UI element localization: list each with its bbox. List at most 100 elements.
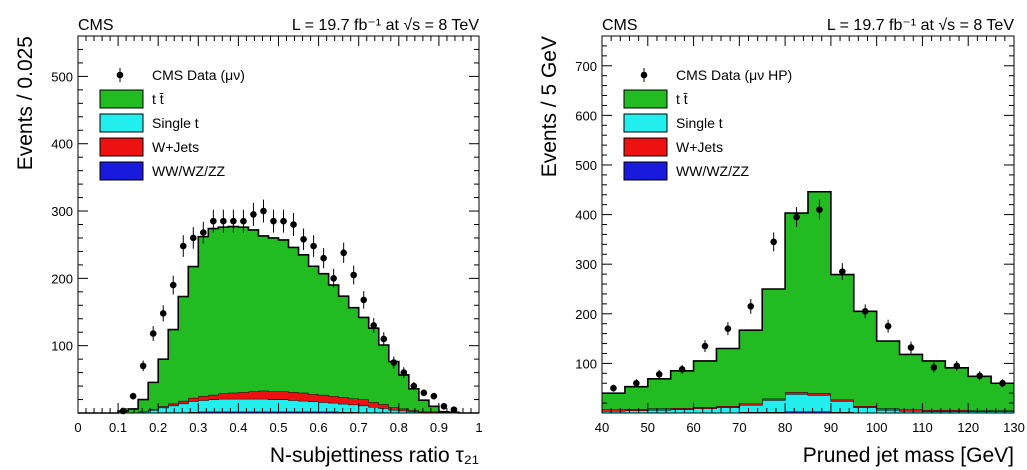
x-tick-label: 1 bbox=[475, 420, 482, 435]
data-point bbox=[907, 344, 915, 351]
y-tick-label: 300 bbox=[51, 204, 73, 219]
stack-outline bbox=[602, 190, 1014, 394]
legend-label: W+Jets bbox=[152, 139, 199, 155]
data-point bbox=[350, 271, 357, 279]
data-point bbox=[149, 330, 157, 337]
legend-label: Single t bbox=[152, 115, 199, 131]
stack-w-jets bbox=[148, 390, 439, 413]
x-tick-label: 0.8 bbox=[390, 420, 408, 435]
data-point bbox=[210, 217, 217, 225]
chart-panel-1: 0 0.1 0.2 0.3 0.4 0.5 0.6 0.7 0.8 0.9 1 100 200 300 40… bbox=[14, 17, 483, 467]
legend-label: Single t bbox=[676, 115, 723, 131]
data-point bbox=[179, 242, 187, 250]
cms-label: CMS bbox=[78, 17, 114, 34]
legend-swatch bbox=[99, 113, 144, 133]
data-point bbox=[360, 296, 368, 304]
luminosity-label: L = 19.7 fb⁻¹ at √s = 8 TeV bbox=[827, 17, 1014, 34]
data-point bbox=[300, 236, 307, 243]
data-point bbox=[340, 249, 347, 257]
legend-label: CMS Data (μν) bbox=[152, 67, 245, 83]
x-tick-label: 100 bbox=[866, 420, 888, 435]
stack-outline bbox=[78, 225, 479, 414]
data-point bbox=[220, 217, 227, 225]
data-point bbox=[200, 229, 207, 236]
data-point bbox=[320, 254, 327, 262]
legend-swatch bbox=[623, 89, 668, 109]
luminosity-label: L = 19.7 fb⁻¹ at √s = 8 TeV bbox=[292, 17, 479, 34]
legend-label: WW/WZ/ZZ bbox=[152, 163, 226, 179]
data-point bbox=[930, 364, 938, 371]
data-point bbox=[430, 392, 438, 400]
x-tick-label: 0.4 bbox=[229, 420, 247, 435]
stack-w-jets bbox=[602, 392, 1014, 412]
x-tick-label: 60 bbox=[686, 420, 700, 435]
data-point bbox=[129, 392, 137, 400]
y-tick-label: 300 bbox=[575, 257, 597, 272]
data-point bbox=[999, 379, 1006, 387]
legend-label: t t̄ bbox=[676, 91, 688, 107]
x-axis-title: N-subjettiness ratio τ₂₁ bbox=[270, 444, 479, 467]
data-point bbox=[169, 281, 177, 289]
data-point bbox=[390, 359, 398, 366]
legend-label: WW/WZ/ZZ bbox=[676, 163, 750, 179]
data-point bbox=[839, 268, 846, 275]
data-point bbox=[816, 206, 823, 213]
legend-marker bbox=[640, 71, 648, 79]
legend-label: CMS Data (μν HP) bbox=[676, 67, 792, 83]
data-point bbox=[240, 217, 247, 225]
y-tick-label: 100 bbox=[575, 356, 597, 371]
data-point bbox=[250, 211, 257, 218]
stack-single-t bbox=[602, 394, 1014, 413]
chart-panel-2: 40 50 60 70 80 90 100 110 120 130 100 200 300 400 500 6… bbox=[538, 17, 1025, 467]
data-point bbox=[270, 217, 277, 225]
x-tick-label: 120 bbox=[957, 420, 979, 435]
x-tick-label: 110 bbox=[912, 420, 933, 435]
data-point bbox=[330, 275, 337, 282]
data-point bbox=[678, 366, 686, 373]
legend-label: t t̄ bbox=[152, 91, 164, 107]
data-point bbox=[747, 303, 755, 310]
x-tick-label: 0.7 bbox=[350, 420, 368, 435]
data-point bbox=[400, 369, 408, 376]
data-point bbox=[450, 406, 458, 413]
x-tick-label: 0.3 bbox=[189, 420, 207, 435]
legend-swatch bbox=[623, 113, 668, 133]
legend-swatch bbox=[99, 161, 144, 181]
legend-swatch bbox=[99, 89, 144, 109]
data-point bbox=[139, 362, 147, 370]
data-point bbox=[260, 207, 267, 215]
data-point bbox=[861, 308, 869, 315]
stack-t-t- bbox=[118, 226, 459, 413]
y-axis-title: Events / 5 GeV bbox=[538, 36, 561, 177]
x-tick-label: 0.1 bbox=[109, 420, 127, 435]
data-point bbox=[610, 384, 617, 392]
stack-t-t- bbox=[602, 191, 1014, 411]
y-tick-label: 200 bbox=[575, 307, 597, 322]
x-tick-label: 130 bbox=[1003, 420, 1025, 435]
data-point bbox=[884, 322, 892, 330]
y-tick-label: 400 bbox=[51, 137, 73, 152]
x-tick-label: 0.6 bbox=[310, 420, 328, 435]
y-tick-label: 600 bbox=[575, 108, 597, 123]
data-point bbox=[230, 217, 237, 225]
data-point bbox=[953, 362, 961, 370]
data-point bbox=[380, 335, 388, 343]
data-point bbox=[655, 371, 663, 378]
legend-swatch bbox=[99, 137, 144, 157]
x-tick-label: 40 bbox=[595, 420, 609, 435]
data-point bbox=[290, 221, 297, 228]
legend-marker bbox=[116, 71, 124, 79]
y-tick-label: 700 bbox=[575, 59, 597, 74]
data-point bbox=[420, 389, 428, 397]
data-point bbox=[280, 217, 287, 225]
data-point bbox=[770, 238, 777, 246]
legend-swatch bbox=[623, 161, 668, 181]
x-axis-title: Pruned jet mass [GeV] bbox=[803, 444, 1014, 467]
legend-label: W+Jets bbox=[676, 139, 723, 155]
cms-label: CMS bbox=[602, 17, 638, 34]
data-point bbox=[793, 213, 800, 221]
x-tick-label: 0 bbox=[74, 420, 81, 435]
data-point bbox=[370, 322, 378, 329]
data-point bbox=[976, 372, 983, 380]
